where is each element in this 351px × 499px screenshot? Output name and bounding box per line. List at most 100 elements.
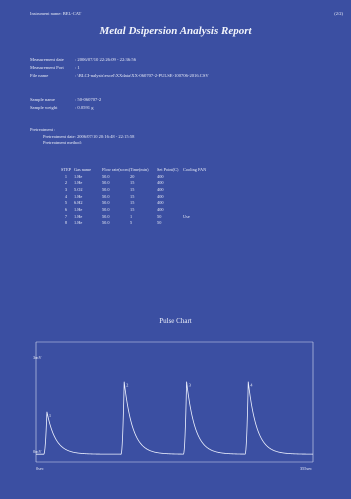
cell-set-point: 400 (157, 200, 164, 206)
y-top-label: 3mV (33, 355, 42, 360)
cell-cooling-fan: Use (183, 213, 190, 219)
cell-cooling-fan (183, 206, 213, 213)
x-left-label: 0sec (36, 466, 44, 471)
sample-name-label: Sample name (30, 97, 55, 102)
col-cooling-fan: Cooling FAN (183, 166, 207, 172)
cell-set-point: 50 (157, 220, 162, 226)
pretreatment-info: Pretreatment : Pretreatment date: 2006/0… (30, 127, 134, 147)
cell-set-point: 400 (157, 173, 164, 179)
file-name-value: : \BLCI-nalysis\excel\XXdata\XX-060707-2… (75, 73, 209, 79)
col-time: Time(min) (130, 166, 149, 172)
measurement-date-label: Measurement date (30, 57, 64, 62)
table-row: 7 1.He 50.0 1 50 Use (58, 213, 213, 220)
x-right-label: 355sec (300, 466, 312, 471)
cell-gas-name: 6.H2 (74, 200, 83, 206)
cell-step: 1 (64, 173, 68, 179)
cell-flow-rate: 50.0 (102, 186, 110, 192)
table-row: 2 1.He 50.0 15 400 (58, 179, 213, 186)
cell-step: 3 (64, 186, 68, 192)
cell-gas-name: 1.He (74, 220, 83, 226)
cell-step: 7 (64, 213, 68, 219)
sample-info: Sample name : 50-060707-2 Sample weight : … (30, 96, 101, 112)
measurement-date-row: Measurement date : 2006/07/10 22:26:09 - … (30, 56, 209, 64)
y-bottom-label: 0mV (33, 449, 42, 454)
cell-cooling-fan (183, 186, 213, 193)
cell-time: 5 (130, 220, 133, 226)
pretreatment-heading: Pretreatment : (30, 127, 56, 132)
cell-set-point: 400 (157, 193, 164, 199)
instrument-name: Instrument name: BEL-CAT (30, 11, 82, 16)
cell-flow-rate: 50.0 (102, 220, 110, 226)
cell-flow-rate: 50.0 (102, 213, 110, 219)
cell-cooling-fan (183, 199, 213, 206)
cell-cooling-fan (183, 193, 213, 200)
peak-label-3: 3 (189, 383, 192, 388)
page-header: Instrument name: BEL-CAT (2/2) (30, 11, 343, 16)
col-step: STEP (60, 166, 72, 172)
cell-gas-name: 1.He (74, 193, 83, 199)
cell-gas-name: 1.He (74, 180, 83, 186)
cell-gas-name: 1.He (74, 206, 83, 212)
cell-time: 15 (130, 193, 135, 199)
pretreatment-method: Pretreatment method: (43, 140, 82, 145)
peak-label-2: 2 (126, 383, 128, 388)
sample-name-row: Sample name : 50-060707-2 (30, 96, 101, 104)
cell-set-point: 400 (157, 186, 164, 192)
cell-flow-rate: 50.0 (102, 193, 110, 199)
measurement-port-label: Measurement Port (30, 65, 64, 71)
sample-weight-label: Sample weight (30, 105, 58, 111)
cell-time: 15 (130, 180, 135, 186)
pulse-series-line (36, 381, 314, 455)
steps-table: STEP Gas name Flow rate(sccm) Time(min) … (58, 166, 213, 226)
peak-label-1: 1 (49, 413, 51, 418)
cell-time: 1 (130, 213, 133, 219)
pretreatment-date: Pretreatment date: 2006/07/10 20:16:48 -… (43, 133, 135, 139)
table-row: 4 1.He 50.0 15 400 (58, 193, 213, 200)
steps-table-header: STEP Gas name Flow rate(sccm) Time(min) … (58, 166, 213, 173)
table-row: 8 1.He 50.0 5 50 (58, 220, 213, 227)
chart-title: Pulse Chart (159, 317, 192, 325)
col-gas-name: Gas name (74, 166, 92, 172)
table-row: 1 1.He 50.0 20 400 (58, 173, 213, 180)
measurement-info: Measurement date : 2006/07/10 22:26:09 - … (30, 56, 209, 81)
cell-flow-rate: 50.0 (102, 173, 110, 179)
measurement-port-row: Measurement Port : 1 (30, 64, 209, 72)
cell-gas-name: 5.O2 (74, 186, 83, 192)
table-row: 5 6.H2 50.0 15 400 (58, 199, 213, 206)
sample-weight-row: Sample weight : 0.0591 g (30, 104, 101, 112)
cell-set-point: 400 (157, 180, 164, 186)
cell-flow-rate: 50.0 (102, 200, 110, 206)
measurement-port-value: : 1 (75, 65, 80, 71)
cell-step: 5 (64, 200, 68, 206)
pulse-chart: 3mV 0mV 0sec 355sec 1 2 3 4 (33, 341, 314, 471)
file-name-label: File name (30, 73, 49, 79)
cell-time: 15 (130, 186, 135, 192)
page-number: (2/2) (334, 11, 343, 16)
cell-cooling-fan (183, 173, 213, 180)
cell-flow-rate: 50.0 (102, 206, 110, 212)
cell-cooling-fan (183, 179, 213, 186)
measurement-date-value: : 2006/07/10 22:26:09 - 22:36:56 (75, 57, 136, 62)
table-row: 6 1.He 50.0 15 400 (58, 206, 213, 213)
report-title: Metal Dsipersion Analysis Report (99, 25, 252, 37)
cell-cooling-fan (183, 220, 213, 227)
cell-set-point: 400 (157, 206, 164, 212)
table-row: 3 5.O2 50.0 15 400 (58, 186, 213, 193)
peak-label-4: 4 (250, 383, 253, 388)
col-set-point: Set Point(C) (157, 166, 179, 172)
cell-gas-name: 1.He (74, 173, 83, 179)
sample-name-value: : 50-060707-2 (75, 97, 102, 102)
cell-time: 15 (130, 200, 135, 206)
cell-flow-rate: 50.0 (102, 180, 110, 186)
cell-step: 8 (64, 220, 68, 226)
cell-time: 20 (130, 173, 135, 179)
cell-time: 15 (130, 206, 135, 212)
sample-weight-value: : 0.0591 g (75, 105, 94, 111)
col-flow-rate: Flow rate(sccm) (102, 166, 131, 172)
cell-step: 4 (64, 193, 68, 199)
file-name-row: File name : \BLCI-nalysis\excel\XXdata\XX… (30, 72, 209, 80)
cell-set-point: 50 (157, 213, 162, 219)
cell-gas-name: 1.He (74, 213, 83, 219)
cell-step: 6 (64, 206, 68, 212)
